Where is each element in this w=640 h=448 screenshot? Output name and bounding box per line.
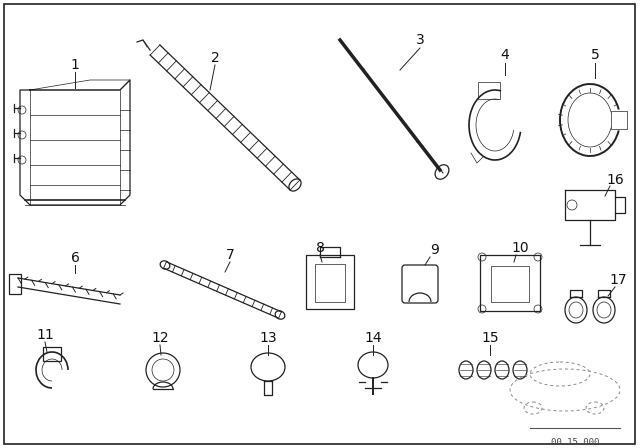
Text: 14: 14 <box>364 331 382 345</box>
Text: 16: 16 <box>606 173 624 187</box>
Text: 13: 13 <box>259 331 277 345</box>
Text: 10: 10 <box>511 241 529 255</box>
Text: 1: 1 <box>70 58 79 72</box>
Text: 3: 3 <box>415 33 424 47</box>
Text: 11: 11 <box>36 328 54 342</box>
Text: 12: 12 <box>151 331 169 345</box>
Text: 4: 4 <box>500 48 509 62</box>
Text: 8: 8 <box>316 241 324 255</box>
Text: 15: 15 <box>481 331 499 345</box>
Text: 9: 9 <box>431 243 440 257</box>
Text: 00 15 000: 00 15 000 <box>551 438 599 447</box>
Text: 6: 6 <box>70 251 79 265</box>
Text: 7: 7 <box>226 248 234 262</box>
Text: 5: 5 <box>591 48 600 62</box>
Text: 2: 2 <box>211 51 220 65</box>
Text: 17: 17 <box>609 273 627 287</box>
